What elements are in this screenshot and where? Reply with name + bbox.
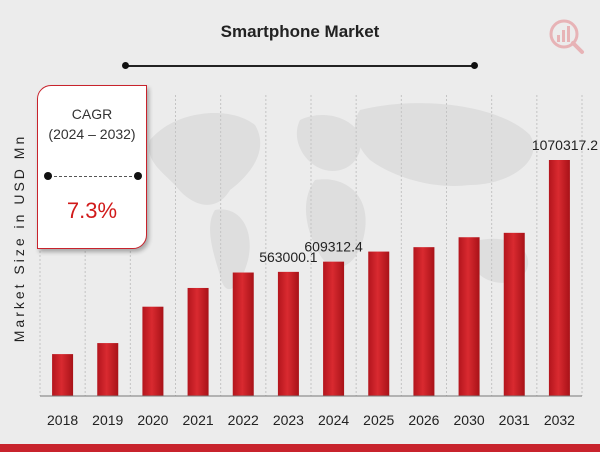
cagr-heading: CAGR xyxy=(71,106,113,122)
chart-title: Smartphone Market xyxy=(220,22,380,41)
x-tick-2031: 2031 xyxy=(499,412,530,428)
y-axis-label: Market Size in USD Mn xyxy=(11,133,27,343)
x-tick-2022: 2022 xyxy=(228,412,259,428)
cagr-callout: CAGR (2024 – 2032) 7.3% xyxy=(37,85,147,249)
market-research-logo-icon xyxy=(549,19,584,54)
bars xyxy=(52,160,570,396)
bar-2018 xyxy=(52,354,74,396)
bar-2023 xyxy=(277,271,299,396)
x-tick-2030: 2030 xyxy=(454,412,485,428)
x-tick-2026: 2026 xyxy=(408,412,439,428)
title-underline-right-dot xyxy=(471,62,478,69)
bar-2020 xyxy=(142,306,164,396)
title-underline-left-dot xyxy=(122,62,129,69)
cagr-divider xyxy=(49,176,137,177)
x-tick-2018: 2018 xyxy=(47,412,78,428)
x-tick-2019: 2019 xyxy=(92,412,123,428)
cagr-range: (2024 – 2032) xyxy=(48,126,136,142)
cagr-divider-right-dot xyxy=(134,172,142,180)
bar-2026 xyxy=(413,247,435,396)
bar-2032 xyxy=(548,160,570,396)
title-underline xyxy=(126,65,475,67)
bar-2022 xyxy=(232,272,254,396)
x-tick-2025: 2025 xyxy=(363,412,394,428)
bar-2024 xyxy=(323,261,345,396)
bar-2031 xyxy=(503,232,525,396)
x-tick-2032: 2032 xyxy=(544,412,575,428)
bottom-accent-bar xyxy=(0,444,600,452)
data-label-2024: 609312.4 xyxy=(304,239,363,255)
data-label-2023: 563000.1 xyxy=(259,249,318,265)
x-tick-2020: 2020 xyxy=(137,412,168,428)
data-label-2032: 1070317.2 xyxy=(532,137,598,153)
cagr-value: 7.3% xyxy=(66,198,118,223)
x-tick-2024: 2024 xyxy=(318,412,349,428)
bar-2025 xyxy=(368,251,390,396)
x-tick-2021: 2021 xyxy=(183,412,214,428)
bar-2021 xyxy=(187,287,209,396)
bar-2019 xyxy=(97,343,119,396)
cagr-divider-left-dot xyxy=(44,172,52,180)
x-axis-tick-labels: 2018 2019 2020 2021 2022 2023 2024 2025 2026 2030… xyxy=(47,412,575,428)
bar-2030 xyxy=(458,237,480,396)
x-tick-2023: 2023 xyxy=(273,412,304,428)
